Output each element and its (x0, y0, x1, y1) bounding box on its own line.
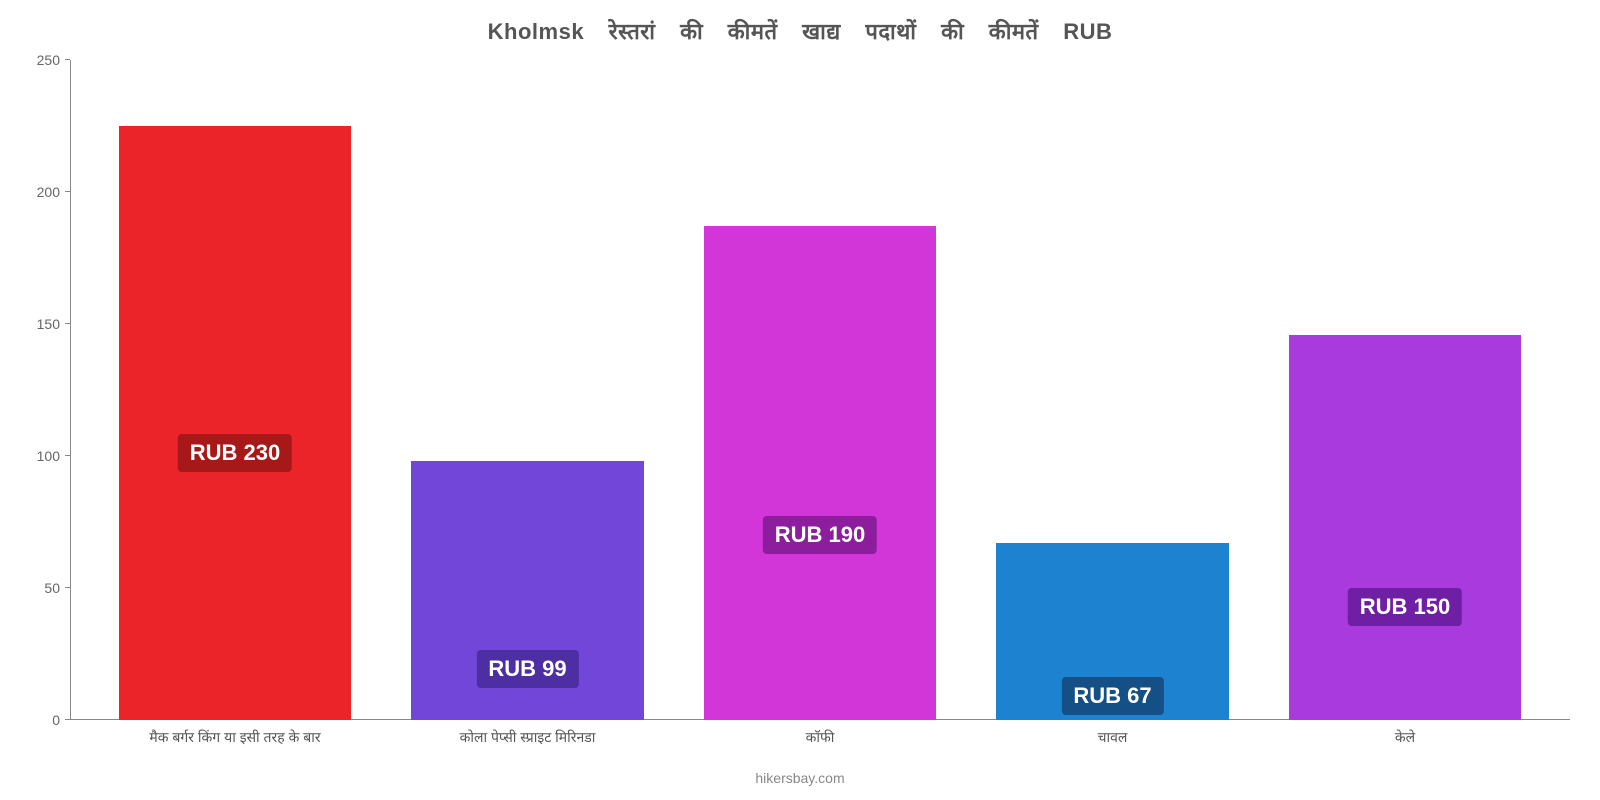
bar-value-label: RUB 99 (476, 650, 578, 688)
price-bar-chart: Kholmsk रेस्तरां की कीमतें खाद्य पदाथों … (0, 0, 1600, 800)
x-category-label: मैक बर्गर किंग या इसी तरह के बार (149, 728, 320, 747)
bar-value-label-wrap: RUB 67 (1061, 677, 1163, 715)
bar-value-label: RUB 230 (178, 434, 292, 472)
price-bar: RUB 190 (704, 226, 937, 720)
bar-value-label-wrap: RUB 230 (178, 434, 292, 472)
y-tick-label: 50 (44, 580, 60, 596)
price-bar: RUB 67 (996, 543, 1229, 720)
bar-value-label: RUB 67 (1061, 677, 1163, 715)
y-tick-label: 0 (52, 712, 60, 728)
bar-value-label-wrap: RUB 150 (1348, 588, 1462, 626)
x-category-label: कॉफी (806, 728, 835, 747)
x-category-label: कोला पेप्सी स्प्राइट मिरिनडा (460, 728, 596, 747)
chart-title: Kholmsk रेस्तरां की कीमतें खाद्य पदाथों … (0, 16, 1600, 46)
y-tick-label: 100 (37, 448, 60, 464)
plot-area: 050100150200250 RUB 230RUB 99RUB 190RUB … (70, 60, 1570, 720)
x-category-label: केले (1395, 728, 1415, 747)
bar-value-label-wrap: RUB 190 (763, 516, 877, 554)
bar-value-label: RUB 150 (1348, 588, 1462, 626)
y-tick-label: 150 (37, 316, 60, 332)
y-tick-label: 250 (37, 52, 60, 68)
y-tick-label: 200 (37, 184, 60, 200)
price-bar: RUB 230 (119, 126, 352, 720)
attribution-text: hikersbay.com (0, 770, 1600, 786)
bar-value-label: RUB 190 (763, 516, 877, 554)
price-bar: RUB 150 (1289, 335, 1522, 720)
bar-group: RUB 230 RUB 99 RUB 190 RUB 67 RUB 150 (70, 60, 1570, 720)
bar-value-label-wrap: RUB 99 (476, 650, 578, 688)
price-bar: RUB 99 (411, 461, 644, 720)
x-category-label: चावल (1098, 728, 1128, 747)
